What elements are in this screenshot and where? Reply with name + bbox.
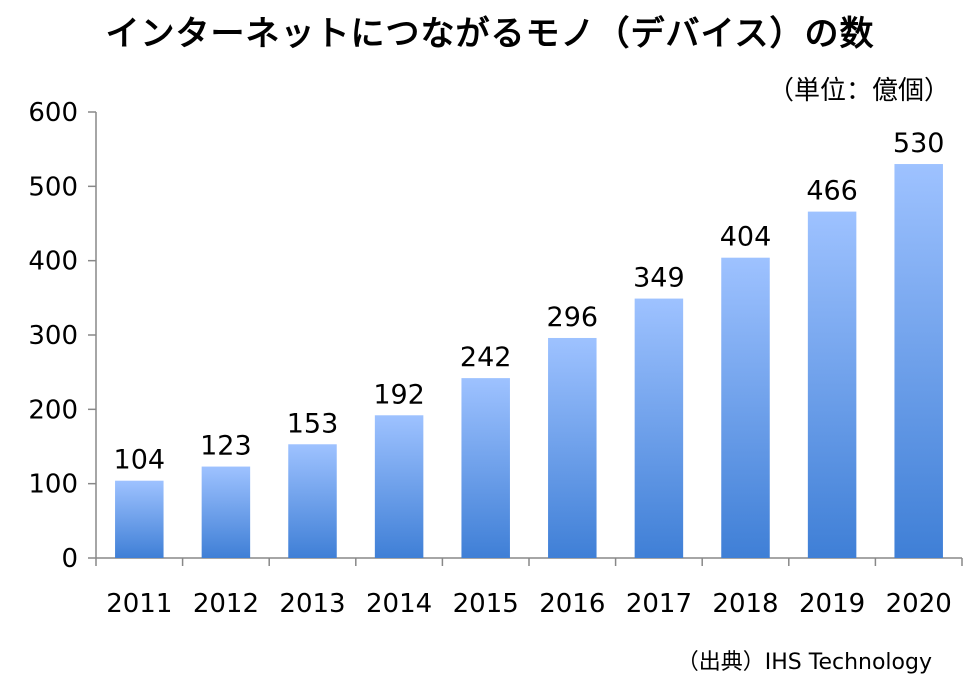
data-label-2013: 153 [287, 408, 339, 439]
x-tick-label-2013: 2013 [279, 589, 345, 619]
data-label-2019: 466 [806, 176, 858, 207]
labels: 104 2011 123 2012 153 2013 192 2014 242 2015 296 20… [106, 128, 952, 619]
x-tick-label-2016: 2016 [539, 589, 605, 619]
data-label-2014: 192 [373, 379, 425, 410]
data-label-2020: 530 [893, 128, 945, 159]
axes: 0 100 200 300 400 500 600 [28, 98, 963, 574]
source-note: （出典）IHS Technology [676, 650, 932, 675]
y-tick-label: 0 [61, 544, 78, 574]
data-label-2017: 349 [633, 263, 685, 294]
x-tick-label-2011: 2011 [106, 589, 172, 619]
data-label-2018: 404 [720, 222, 772, 253]
x-tick-label-2017: 2017 [626, 589, 692, 619]
bar-2020 [894, 164, 943, 559]
bar-2015 [461, 378, 510, 558]
data-label-2016: 296 [547, 302, 599, 333]
chart-title: インターネットにつながるモノ（デバイス）の数 [105, 14, 875, 54]
x-tick-label-2019: 2019 [799, 589, 865, 619]
y-tick-label: 600 [28, 98, 78, 128]
bar-2017 [634, 298, 684, 558]
x-tick-label-2015: 2015 [453, 589, 519, 619]
data-label-2011: 104 [114, 445, 166, 476]
y-tick-label: 400 [28, 247, 78, 277]
data-label-2012: 123 [200, 431, 252, 462]
y-tick-label: 500 [28, 172, 78, 202]
data-label-2015: 242 [460, 342, 512, 373]
bar-2019 [807, 211, 857, 558]
bars [115, 164, 943, 559]
bar-2018 [721, 257, 770, 558]
y-tick-label: 200 [28, 395, 78, 425]
y-tick-label: 100 [28, 470, 78, 500]
x-tick-label-2020: 2020 [886, 589, 952, 619]
x-tick-label-2018: 2018 [712, 589, 778, 619]
unit-label: （単位：億個） [767, 76, 950, 106]
bar-2011 [115, 480, 164, 558]
bar-2013 [288, 444, 337, 558]
bar-2012 [201, 466, 251, 558]
y-tick-label: 300 [28, 321, 78, 351]
bar-2016 [548, 337, 597, 558]
x-tick-label-2014: 2014 [366, 589, 432, 619]
bar-2014 [374, 415, 424, 558]
x-tick-label-2012: 2012 [193, 589, 259, 619]
